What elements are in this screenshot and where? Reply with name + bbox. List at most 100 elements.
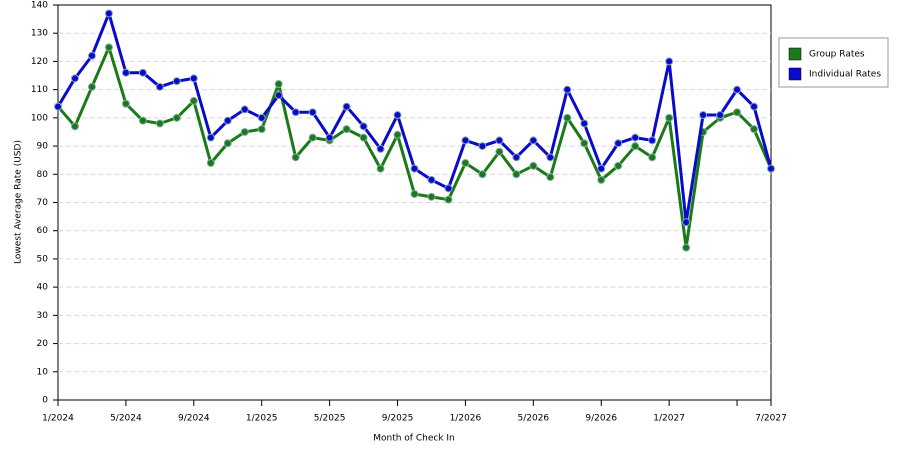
data-point [257, 113, 266, 122]
y-tick-label: 100 [31, 113, 48, 123]
data-point [342, 125, 351, 134]
y-tick-label: 70 [37, 198, 49, 208]
x-tick-label: 5/2025 [314, 414, 346, 424]
data-point [614, 161, 623, 170]
data-point [529, 136, 538, 145]
data-point [359, 122, 368, 131]
data-point [699, 111, 708, 120]
y-tick-label: 120 [31, 57, 48, 67]
data-point [121, 99, 130, 108]
y-tick-label: 140 [31, 1, 48, 11]
data-point [614, 139, 623, 148]
data-point [410, 164, 419, 173]
data-point [767, 164, 775, 173]
data-point [274, 80, 283, 88]
data-point [104, 43, 113, 52]
data-point [682, 243, 691, 252]
x-tick-label: 7/2027 [755, 414, 787, 424]
data-point [665, 57, 674, 66]
data-point [444, 184, 453, 193]
data-point [427, 192, 436, 201]
data-point [257, 125, 266, 134]
y-axis-label: Lowest Average Rate (USD) [14, 140, 24, 264]
data-point [189, 74, 198, 83]
legend-label: Group Rates [809, 50, 865, 60]
data-point [138, 68, 147, 77]
data-point [682, 218, 691, 227]
x-tick-label: 5/2024 [110, 414, 142, 424]
data-point [733, 85, 742, 94]
y-tick-label: 90 [37, 142, 49, 152]
y-tick-label: 20 [37, 339, 49, 349]
data-point [461, 159, 470, 167]
data-point [546, 153, 555, 162]
data-point [189, 96, 198, 105]
data-point [121, 68, 130, 77]
data-point [274, 91, 283, 100]
data-point [580, 119, 589, 128]
data-point [716, 111, 725, 120]
data-point [308, 108, 317, 117]
data-point [750, 102, 759, 111]
data-point [240, 127, 249, 136]
data-point [54, 102, 62, 111]
data-point [359, 133, 368, 142]
y-tick-label: 30 [37, 311, 49, 321]
y-tick-label: 10 [37, 367, 49, 377]
legend-swatch [788, 67, 802, 81]
x-axis-label: Month of Check In [373, 434, 455, 444]
data-point [648, 153, 657, 162]
data-point [104, 9, 113, 18]
data-point [597, 164, 606, 173]
data-point [376, 144, 385, 153]
data-point [512, 153, 521, 162]
data-point [87, 51, 96, 60]
data-point [478, 170, 487, 179]
data-point [495, 147, 504, 156]
data-point [580, 139, 589, 148]
data-point [512, 170, 521, 179]
data-point [665, 113, 674, 122]
data-point [648, 136, 657, 145]
data-point [223, 139, 232, 148]
x-tick-label: 1/2026 [450, 414, 482, 424]
data-point [546, 173, 555, 182]
x-tick-label: 5/2026 [517, 414, 549, 424]
data-point [376, 164, 385, 173]
data-point [631, 142, 640, 151]
data-point [291, 108, 300, 117]
data-point [240, 105, 249, 114]
legend-box [778, 37, 889, 88]
x-tick-label: 9/2024 [178, 414, 210, 424]
data-point [308, 133, 317, 142]
data-point [155, 119, 164, 128]
legend-label: Individual Rates [809, 70, 881, 80]
data-point [733, 108, 742, 117]
legend-swatch [788, 47, 802, 61]
data-point [478, 142, 487, 151]
y-tick-label: 110 [31, 85, 48, 95]
data-point [206, 159, 215, 167]
data-point [529, 161, 538, 170]
data-point [70, 74, 79, 83]
data-point [495, 136, 504, 145]
data-point [393, 130, 402, 139]
data-point [70, 122, 79, 131]
data-point [342, 102, 351, 111]
data-point [631, 133, 640, 142]
x-tick-label: 1/2025 [246, 414, 278, 424]
x-tick-label: 1/2024 [42, 414, 74, 424]
x-tick-label: 9/2026 [585, 414, 617, 424]
data-point [563, 85, 572, 94]
data-point [461, 136, 470, 145]
x-tick-label: 9/2025 [382, 414, 414, 424]
y-tick-label: 60 [37, 226, 49, 236]
data-point [206, 133, 215, 142]
x-tick-label: 1/2027 [653, 414, 685, 424]
data-point [597, 175, 606, 184]
data-point [393, 111, 402, 120]
y-tick-label: 130 [31, 29, 48, 39]
data-point [410, 190, 419, 199]
data-point [155, 82, 164, 91]
